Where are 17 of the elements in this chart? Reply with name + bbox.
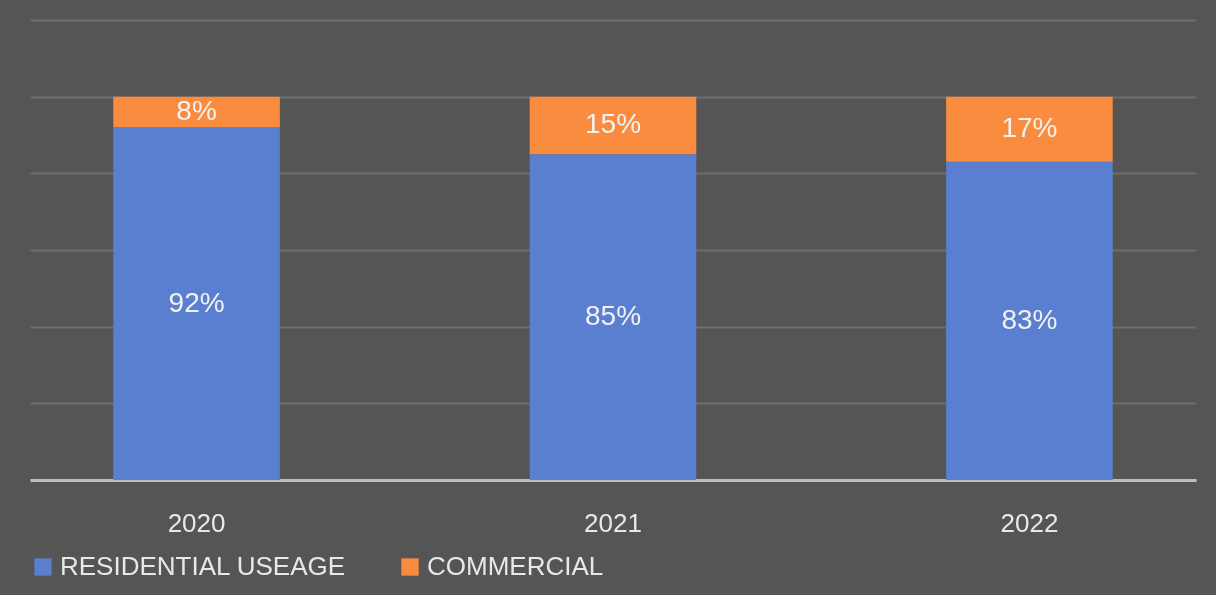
data-label: 83% — [1001, 303, 1058, 335]
data-label: 15% — [584, 108, 642, 140]
bar — [946, 161, 1113, 480]
x-tick-label: 2021 — [584, 507, 642, 538]
x-tick-label: 2020 — [167, 507, 226, 538]
legend-label: COMMERCIAL — [427, 551, 604, 581]
data-label: 85% — [584, 300, 642, 332]
data-label: 92% — [168, 286, 225, 318]
legend-label: RESIDENTIAL USEAGE — [60, 551, 346, 581]
data-label: 8% — [176, 95, 217, 126]
bar — [113, 96, 280, 128]
data-label: 17% — [1001, 112, 1058, 144]
bar — [946, 96, 1113, 162]
bar — [113, 127, 280, 480]
x-tick-label: 2022 — [1000, 507, 1059, 538]
bar — [529, 154, 697, 480]
bar — [529, 96, 697, 155]
